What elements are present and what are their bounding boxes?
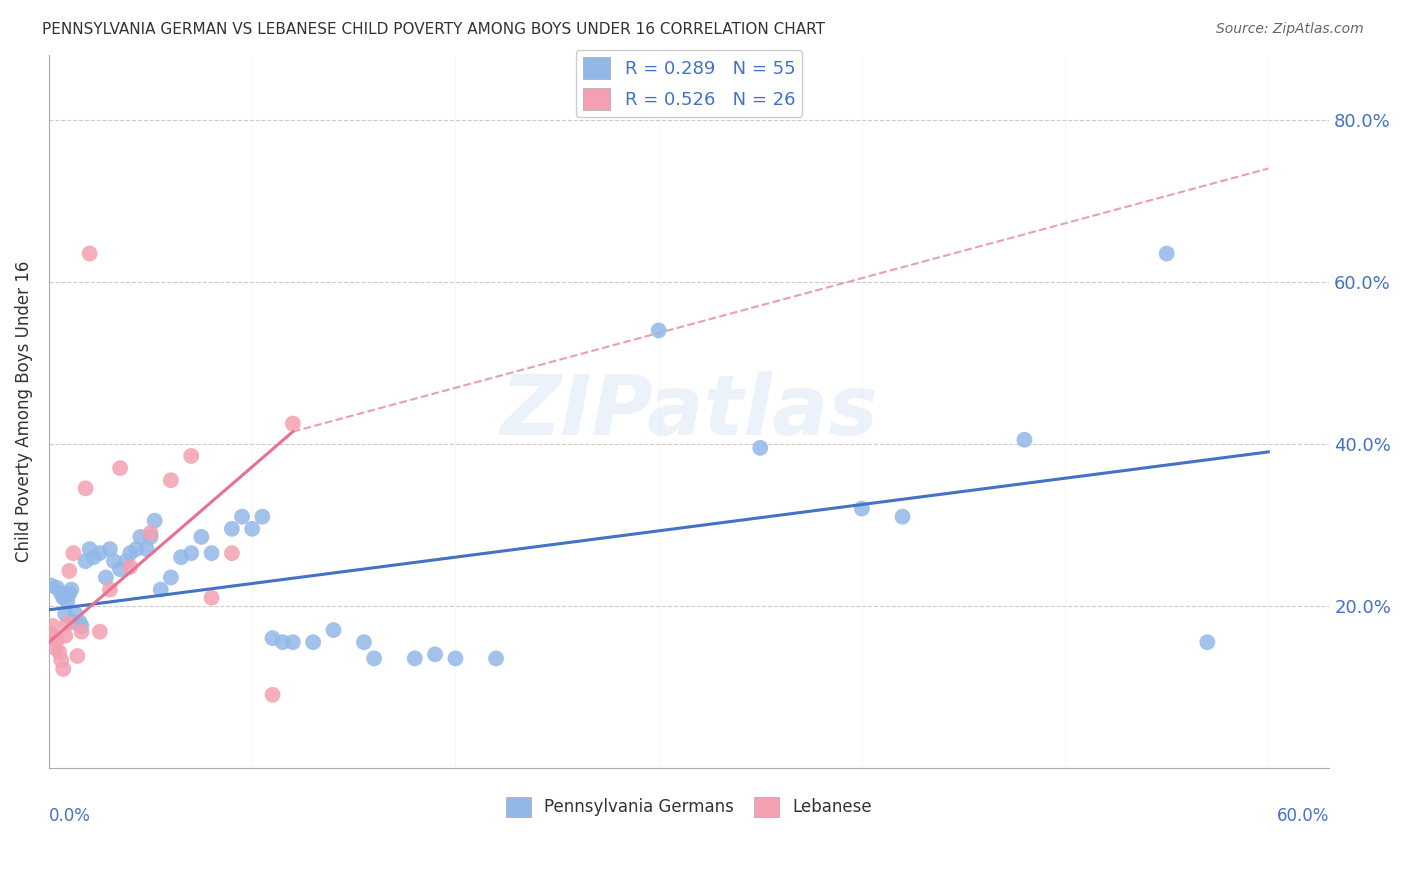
Point bbox=[1156, 246, 1178, 260]
Point bbox=[1197, 635, 1219, 649]
Point bbox=[89, 546, 111, 560]
Point bbox=[98, 542, 121, 557]
Point bbox=[120, 546, 142, 560]
Point bbox=[66, 648, 89, 663]
Point bbox=[51, 586, 73, 600]
Point bbox=[851, 501, 873, 516]
Point bbox=[65, 607, 87, 621]
Point bbox=[180, 449, 202, 463]
Text: 60.0%: 60.0% bbox=[1277, 807, 1329, 825]
Text: ZIPatlas: ZIPatlas bbox=[501, 371, 879, 452]
Point bbox=[221, 522, 243, 536]
Point bbox=[240, 522, 263, 536]
Point bbox=[52, 591, 75, 605]
Point bbox=[75, 481, 97, 495]
Point bbox=[353, 635, 375, 649]
Point bbox=[48, 645, 70, 659]
Point bbox=[444, 651, 467, 665]
Point bbox=[62, 546, 84, 560]
Point bbox=[262, 631, 284, 645]
Point bbox=[56, 595, 79, 609]
Point bbox=[281, 417, 304, 431]
Point bbox=[94, 570, 117, 584]
Point bbox=[108, 461, 131, 475]
Point bbox=[231, 509, 253, 524]
Point bbox=[200, 546, 222, 560]
Point bbox=[404, 651, 426, 665]
Text: 0.0%: 0.0% bbox=[49, 807, 91, 825]
Point bbox=[58, 564, 80, 578]
Point bbox=[79, 542, 101, 557]
Point bbox=[281, 635, 304, 649]
Legend: Pennsylvania Germans, Lebanese: Pennsylvania Germans, Lebanese bbox=[499, 789, 879, 823]
Point bbox=[125, 542, 148, 557]
Point bbox=[60, 582, 83, 597]
Point bbox=[53, 629, 76, 643]
Point bbox=[98, 582, 121, 597]
Point bbox=[149, 582, 172, 597]
Point bbox=[52, 662, 75, 676]
Point bbox=[302, 635, 325, 649]
Point bbox=[170, 550, 193, 565]
Point bbox=[129, 530, 152, 544]
Point bbox=[46, 581, 69, 595]
Point bbox=[200, 591, 222, 605]
Point bbox=[56, 616, 79, 631]
Point bbox=[58, 586, 80, 600]
Point bbox=[363, 651, 385, 665]
Point bbox=[83, 550, 105, 565]
Point bbox=[51, 653, 73, 667]
Point bbox=[139, 530, 162, 544]
Point bbox=[749, 441, 772, 455]
Point bbox=[139, 525, 162, 540]
Point bbox=[423, 648, 446, 662]
Point bbox=[160, 570, 183, 584]
Text: Source: ZipAtlas.com: Source: ZipAtlas.com bbox=[1216, 22, 1364, 37]
Point bbox=[120, 560, 142, 574]
Point bbox=[160, 473, 183, 487]
Point bbox=[103, 554, 125, 568]
Point bbox=[53, 607, 76, 621]
Point bbox=[262, 688, 284, 702]
Point bbox=[42, 619, 65, 633]
Point bbox=[79, 246, 101, 260]
Point bbox=[44, 640, 66, 655]
Point bbox=[89, 624, 111, 639]
Point bbox=[322, 623, 344, 637]
Point bbox=[1014, 433, 1036, 447]
Point bbox=[135, 542, 157, 557]
Point bbox=[221, 546, 243, 560]
Point bbox=[143, 514, 166, 528]
Point bbox=[62, 615, 84, 629]
Text: PENNSYLVANIA GERMAN VS LEBANESE CHILD POVERTY AMONG BOYS UNDER 16 CORRELATION CH: PENNSYLVANIA GERMAN VS LEBANESE CHILD PO… bbox=[42, 22, 825, 37]
Point bbox=[647, 323, 669, 337]
Point bbox=[891, 509, 914, 524]
Point bbox=[39, 578, 62, 592]
Y-axis label: Child Poverty Among Boys Under 16: Child Poverty Among Boys Under 16 bbox=[15, 260, 32, 562]
Point bbox=[70, 619, 93, 633]
Point bbox=[190, 530, 212, 544]
Point bbox=[69, 615, 91, 629]
Point bbox=[108, 562, 131, 576]
Point bbox=[180, 546, 202, 560]
Point bbox=[252, 509, 274, 524]
Point bbox=[75, 554, 97, 568]
Point bbox=[485, 651, 508, 665]
Point bbox=[271, 635, 294, 649]
Point bbox=[46, 632, 69, 647]
Point bbox=[115, 554, 138, 568]
Point bbox=[70, 624, 93, 639]
Point bbox=[39, 627, 62, 641]
